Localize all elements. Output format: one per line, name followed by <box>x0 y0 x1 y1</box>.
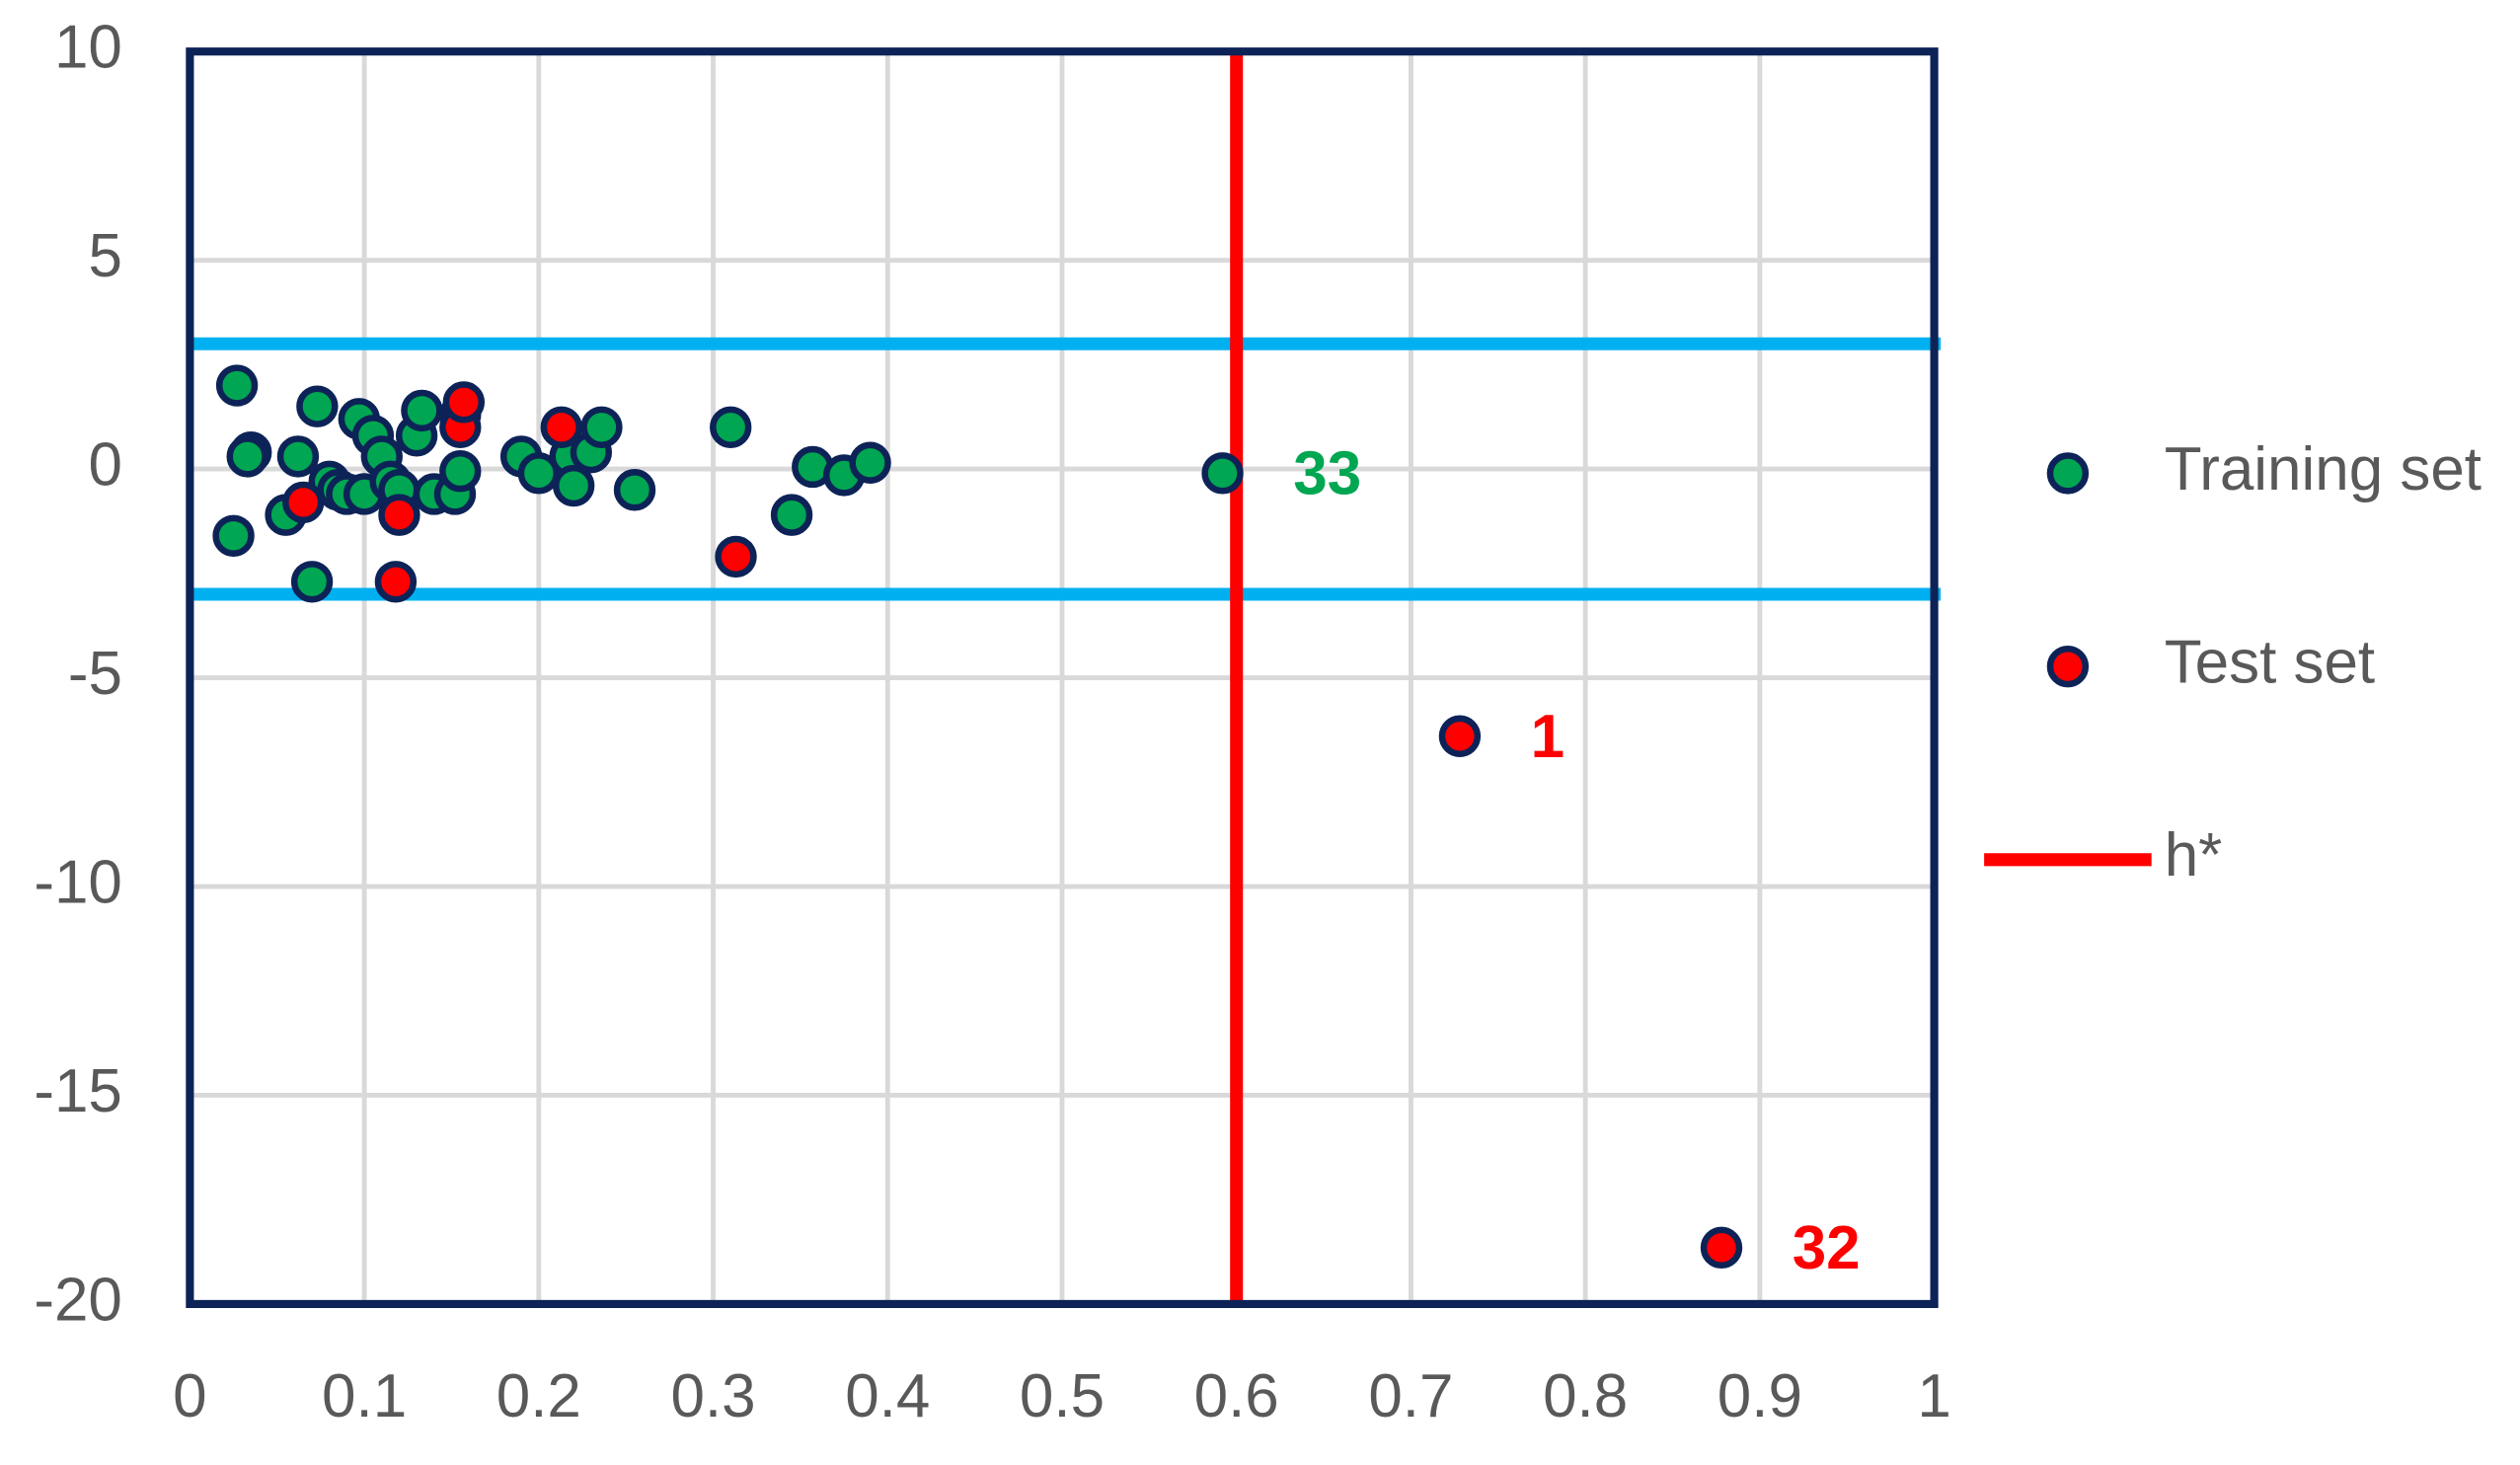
data-point <box>517 452 561 495</box>
data-point <box>613 469 656 511</box>
data-point <box>580 406 623 449</box>
data-point <box>715 535 757 578</box>
y-tick-label: -10 <box>34 848 122 916</box>
y-tick-label: 0 <box>88 430 121 499</box>
y-tick-label: -5 <box>68 640 122 708</box>
x-tick-label: 0 <box>173 1362 206 1430</box>
data-point <box>552 464 595 507</box>
legend-label: h* <box>2165 821 2223 889</box>
data-point <box>215 364 259 407</box>
x-tick-label: 0.2 <box>496 1362 581 1430</box>
data-point <box>1438 715 1482 757</box>
data-point <box>401 389 443 432</box>
x-tick-label: 0.7 <box>1368 1362 1453 1430</box>
data-point <box>374 561 418 603</box>
data-point <box>378 494 420 536</box>
plot-frame <box>186 47 1939 1308</box>
data-point <box>226 435 268 478</box>
point-label: 1 <box>1531 703 1565 771</box>
legend-label: Training set <box>2165 435 2482 503</box>
x-tick-label: 0.5 <box>1020 1362 1105 1430</box>
data-point <box>282 481 325 524</box>
data-point <box>1700 1226 1743 1270</box>
x-tick-label: 0.8 <box>1543 1362 1628 1430</box>
data-point <box>290 561 334 603</box>
y-tick-label: 5 <box>88 222 121 290</box>
data-point <box>849 441 891 484</box>
legend-label: Test set <box>2165 628 2375 696</box>
legend-marker <box>2046 645 2090 688</box>
data-point <box>770 494 813 536</box>
y-tick-label: 10 <box>54 14 122 82</box>
data-point <box>1201 452 1244 495</box>
y-tick-label: -20 <box>34 1266 122 1334</box>
data-point <box>710 406 752 449</box>
x-tick-label: 0.3 <box>670 1362 755 1430</box>
x-tick-label: 0.4 <box>845 1362 930 1430</box>
legend-marker <box>2046 452 2090 495</box>
data-point <box>296 385 339 427</box>
data-point <box>439 450 482 493</box>
x-tick-label: 0.9 <box>1718 1362 1802 1430</box>
data-point <box>540 406 582 449</box>
data-point <box>212 514 255 557</box>
point-label: 32 <box>1793 1214 1861 1282</box>
x-tick-label: 0.6 <box>1194 1362 1279 1430</box>
x-tick-label: 0.1 <box>322 1362 407 1430</box>
x-tick-label: 1 <box>1917 1362 1950 1430</box>
y-tick-label: -15 <box>34 1057 122 1125</box>
point-label: 33 <box>1293 440 1361 508</box>
data-point <box>276 435 320 478</box>
data-point <box>442 381 486 424</box>
